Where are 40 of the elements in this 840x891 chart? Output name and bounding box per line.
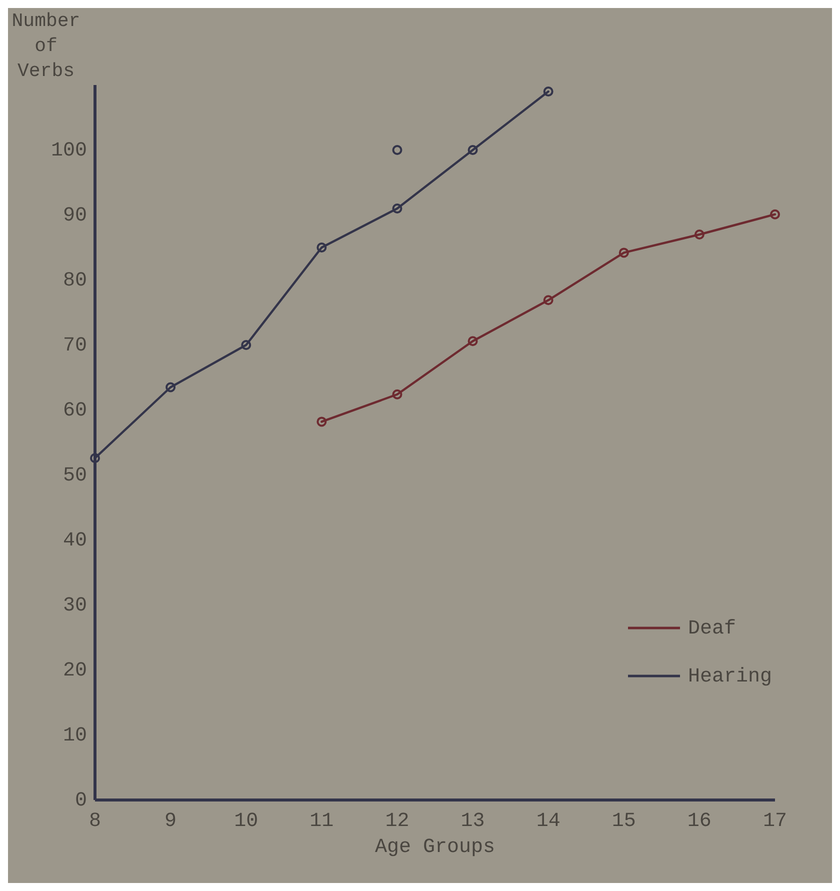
point [166,382,176,392]
y-tick-label: 80 [62,269,87,292]
x-tick-label: 11 [310,810,334,833]
point [468,336,478,346]
x-tick-label: 15 [612,810,636,833]
y-tick-label: 0 [74,789,87,812]
y-tick-label: 100 [50,139,87,162]
point [392,145,402,155]
x-axis-title: Age Groups [374,836,496,859]
point [316,416,327,427]
x-tick-label: 12 [385,810,410,833]
point [392,389,402,400]
point [543,86,554,96]
x-tick-label: 14 [536,810,560,833]
point [316,242,327,252]
point [241,340,252,350]
point [543,295,554,306]
y-tick-label: 50 [62,464,87,488]
x-tick-label: 10 [234,810,258,833]
x-tick-label: 17 [762,810,788,833]
y-tick-label: 60 [62,399,87,422]
x-tick-label: 8 [88,810,102,833]
point [468,145,478,155]
x-tick-label: 13 [460,810,485,833]
legend-label: Hearing [688,665,772,688]
point [770,209,780,220]
point [392,204,402,214]
y-tick-label: 30 [62,594,87,618]
legend-label: Deaf [688,617,736,640]
x-tick-label: 9 [164,810,177,833]
y-tick-label: 20 [62,659,87,682]
y-tick-label: 70 [62,334,87,358]
y-tick-label: 10 [62,724,87,748]
point [694,230,704,240]
x-tick-label: 16 [687,810,712,833]
y-tick-label: 40 [62,529,87,552]
y-axis-title: Number of Verbs [12,10,80,82]
point [618,248,629,258]
y-tick-label: 90 [62,204,87,228]
point [90,453,100,464]
